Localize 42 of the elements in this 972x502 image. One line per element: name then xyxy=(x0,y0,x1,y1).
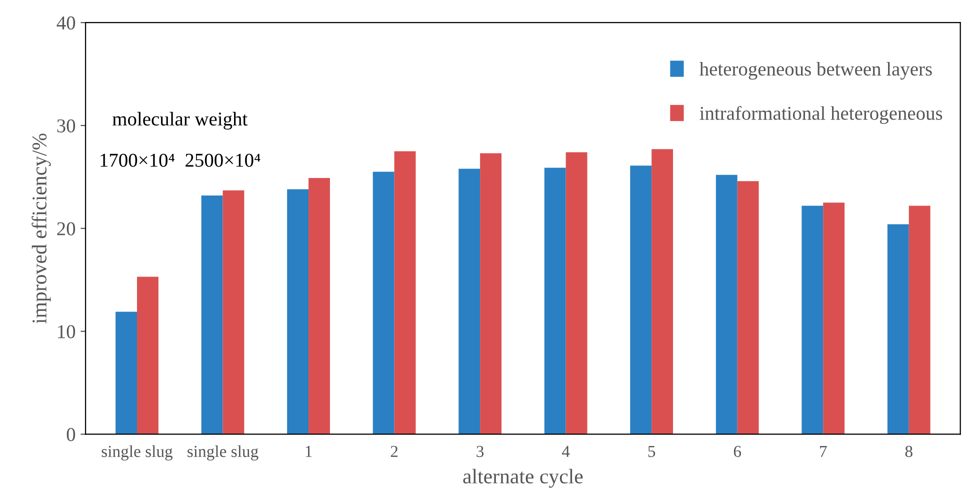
y-tick-label: 0 xyxy=(66,428,76,442)
x-tick-label: single slug xyxy=(102,445,173,461)
x-tick-label: 3 xyxy=(476,446,484,458)
x-tick-label: 6 xyxy=(734,446,742,458)
bar xyxy=(737,181,759,434)
bar xyxy=(630,166,652,434)
bar xyxy=(544,168,566,434)
annotation: molecular weight xyxy=(112,112,248,130)
bar xyxy=(823,202,845,434)
bar xyxy=(136,276,158,434)
bar xyxy=(566,152,588,434)
bar xyxy=(716,174,738,434)
x-tick-label: 8 xyxy=(905,446,912,458)
y-tick-label: 20 xyxy=(57,222,76,236)
bar xyxy=(372,172,394,434)
bar xyxy=(480,153,502,434)
bar xyxy=(116,312,137,434)
x-tick-label: single slug xyxy=(188,445,258,461)
x-tick-label: 5 xyxy=(648,446,656,458)
y-axis-title: improved efficiency/% xyxy=(32,134,51,324)
x-tick-label: 1 xyxy=(306,446,312,457)
y-tick-label: 10 xyxy=(58,325,76,338)
x-tick-label: 2 xyxy=(390,446,398,457)
annotation: 2500×10⁴ xyxy=(186,154,260,167)
bar xyxy=(287,189,309,434)
x-tick-label: 7 xyxy=(820,446,827,457)
bar xyxy=(887,224,909,434)
legend-label: intraformational heterogeneous xyxy=(700,106,942,124)
bar xyxy=(222,190,244,434)
bar xyxy=(394,151,416,434)
y-tick-label: 40 xyxy=(56,16,76,30)
x-tick-label: 4 xyxy=(562,446,570,457)
y-tick-label: 30 xyxy=(57,119,76,132)
annotation: 1700×10⁴ xyxy=(100,154,174,167)
x-axis-title: alternate cycle xyxy=(463,468,583,488)
bar xyxy=(201,195,223,434)
bar xyxy=(908,206,930,434)
bar xyxy=(802,206,824,434)
bar xyxy=(458,168,480,434)
bar xyxy=(652,149,674,434)
bar xyxy=(308,178,330,434)
legend-label: heterogeneous between layers xyxy=(700,62,932,80)
